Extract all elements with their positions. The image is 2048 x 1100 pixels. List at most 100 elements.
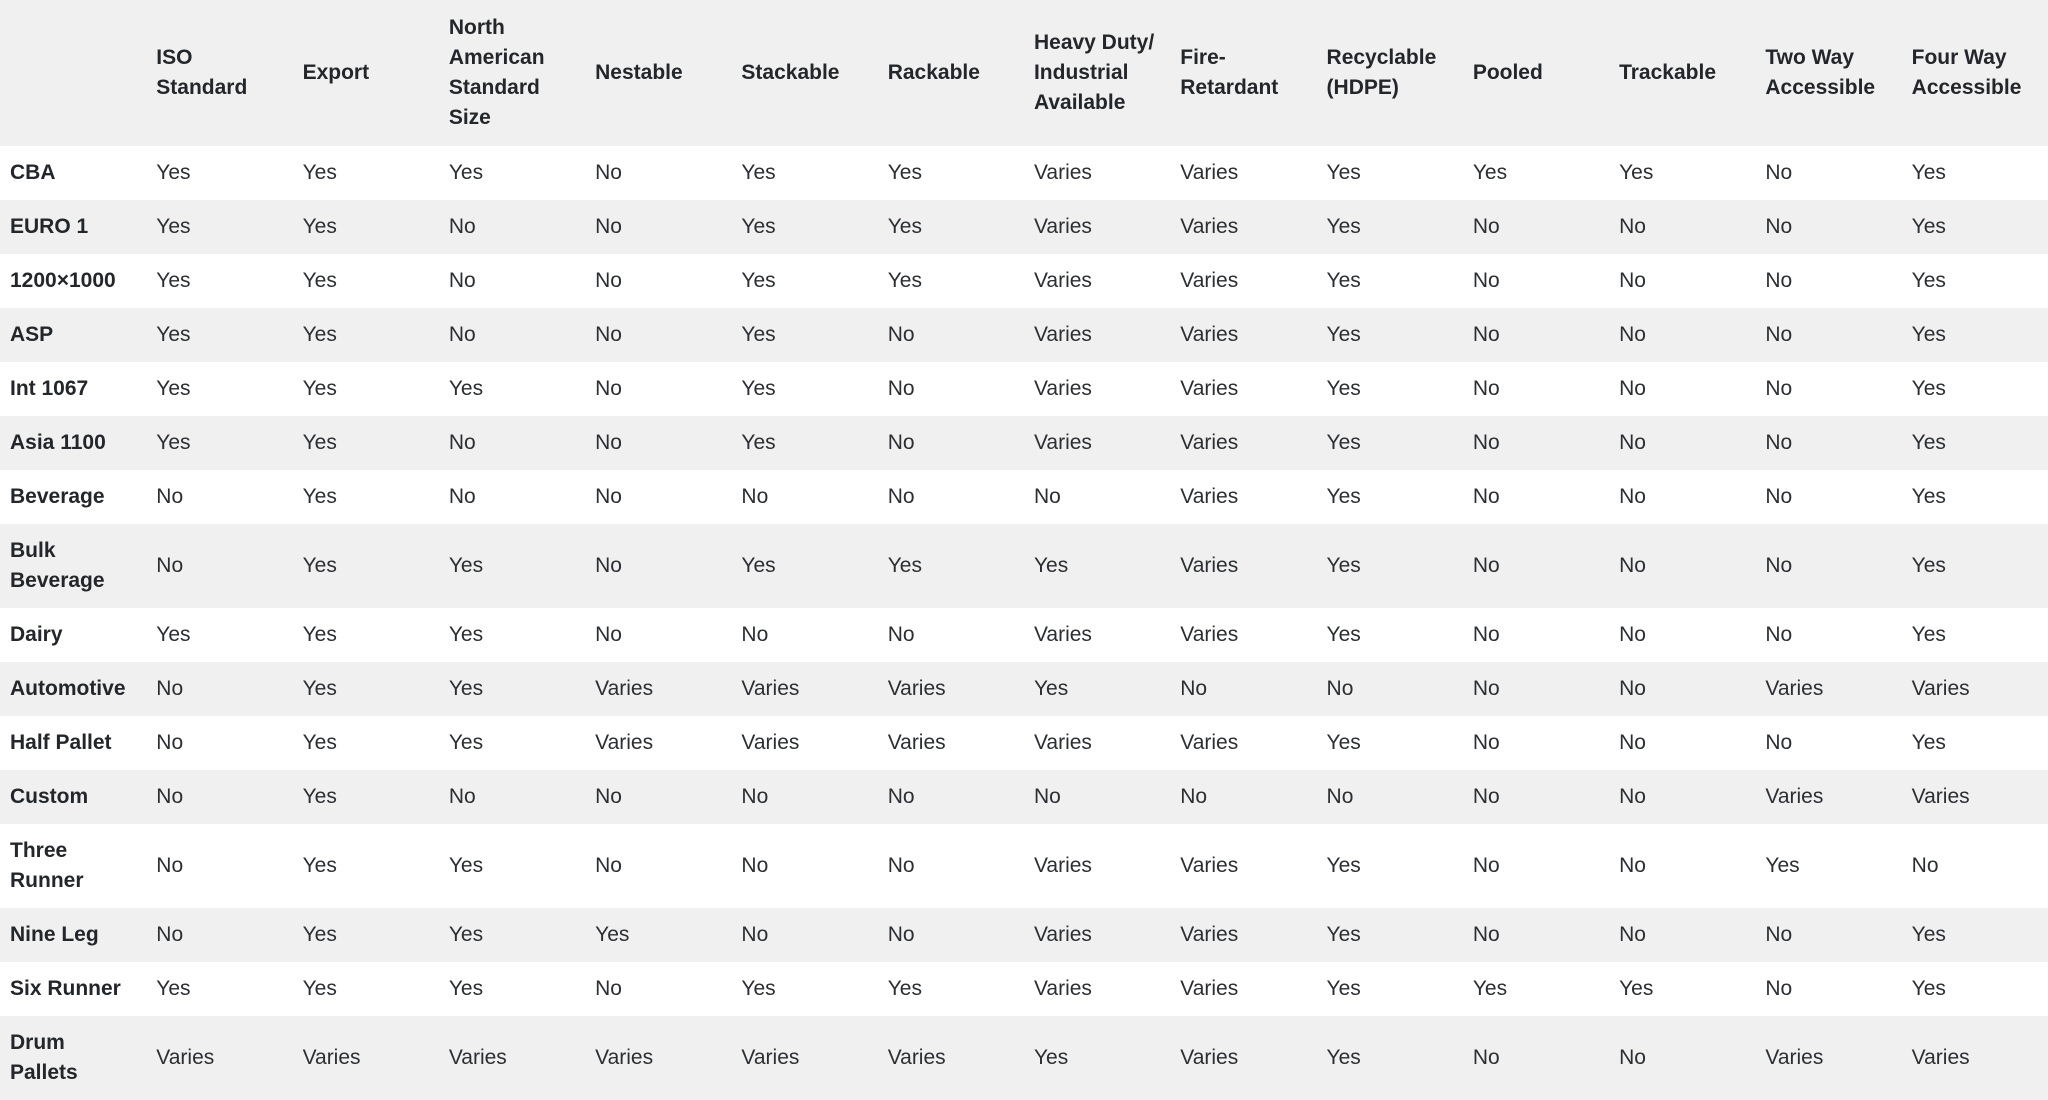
table-cell: No <box>1180 677 1208 700</box>
table-cell: No <box>595 554 622 577</box>
table-cell: Yes <box>887 977 922 1000</box>
row-header: Automotive <box>10 677 126 700</box>
table-cell: Varies <box>1180 554 1239 577</box>
table-cell: Varies <box>1911 677 1970 700</box>
table-cell: No <box>887 431 915 454</box>
row-header: Half Pallet <box>10 731 112 754</box>
column-header: Trackable <box>1619 61 1716 84</box>
table-cell: Yes <box>1911 977 1946 1000</box>
table-cell: Varies <box>1033 923 1092 946</box>
table-cell: Yes <box>1326 977 1361 1000</box>
table-cell: No <box>1765 323 1793 346</box>
table-cell: No <box>1619 731 1646 754</box>
table-cell: Varies <box>448 1046 507 1069</box>
table-cell: No <box>741 854 769 877</box>
table-cell: Varies <box>1180 731 1239 754</box>
table-cell: No <box>1619 323 1646 346</box>
table-cell: Yes <box>887 269 922 292</box>
table-cell: Yes <box>156 269 191 292</box>
column-header: ISO Standard <box>156 46 248 99</box>
table-cell: Varies <box>1765 785 1824 808</box>
table-cell: No <box>1033 785 1061 808</box>
header-row: ISO Standard Export North American Standar… <box>0 0 2048 146</box>
table-cell: No <box>1911 854 1939 877</box>
table-cell: Yes <box>448 377 484 400</box>
table-cell: No <box>1765 731 1793 754</box>
table-row: Int 1067 Yes Yes Yes No Yes No Varies Varies Yes N… <box>0 362 2048 416</box>
table-cell: Yes <box>1326 377 1361 400</box>
row-header: Asia 1100 <box>10 431 106 454</box>
table-cell: Yes <box>302 161 337 184</box>
row-header: Dairy <box>10 623 63 646</box>
table-cell: No <box>741 923 769 946</box>
table-cell: No <box>595 623 622 646</box>
table-cell: No <box>595 377 622 400</box>
table-cell: Yes <box>887 554 922 577</box>
table-cell: No <box>595 854 622 877</box>
table-cell: Yes <box>448 854 484 877</box>
table-row: Asia 1100 Yes Yes No No Yes No Varies Varies Yes N… <box>0 416 2048 470</box>
table-cell: Yes <box>741 215 776 238</box>
table-cell: Varies <box>1033 269 1092 292</box>
table-cell: Varies <box>1180 215 1239 238</box>
table-cell: No <box>1472 323 1500 346</box>
table-cell: Varies <box>1765 677 1824 700</box>
table-cell: Varies <box>1033 161 1092 184</box>
table-cell: Yes <box>1911 215 1946 238</box>
table-cell: Varies <box>1033 731 1092 754</box>
column-header: Four Way Accessible <box>1911 46 2022 99</box>
table-cell: No <box>156 554 184 577</box>
table-cell: Yes <box>156 431 191 454</box>
table-cell: Yes <box>302 923 337 946</box>
row-header: Nine Leg <box>10 923 99 946</box>
table-cell: Yes <box>1033 677 1069 700</box>
table-cell: Yes <box>1326 554 1361 577</box>
row-header: Bulk Beverage <box>10 539 105 592</box>
table-cell: No <box>1619 923 1646 946</box>
table-cell: Yes <box>1326 215 1361 238</box>
column-header: Two Way Accessible <box>1765 46 1876 99</box>
table-row: Nine Leg No Yes Yes Yes No No Varies Varies Yes No… <box>0 908 2048 962</box>
table-cell: Varies <box>1180 431 1239 454</box>
table-cell: Yes <box>1326 854 1361 877</box>
table-cell: Yes <box>1619 161 1654 184</box>
column-header: Export <box>302 61 370 84</box>
table-cell: Varies <box>741 677 800 700</box>
table-row: 1200×1000 Yes Yes No No Yes Yes Varies Varies Yes… <box>0 254 2048 308</box>
table-cell: No <box>595 785 622 808</box>
table-cell: Yes <box>448 623 484 646</box>
table-cell: Varies <box>1033 854 1092 877</box>
table-cell: No <box>1765 923 1793 946</box>
table-cell: Varies <box>1911 785 1970 808</box>
table-cell: No <box>1765 431 1793 454</box>
table-cell: Yes <box>1326 323 1361 346</box>
table-cell: No <box>1472 677 1500 700</box>
table-cell: No <box>1619 431 1646 454</box>
column-header: Stackable <box>741 61 840 84</box>
table-cell: Yes <box>302 485 337 508</box>
table-row: Half Pallet No Yes Yes Varies Varies Varies Var… <box>0 716 2048 770</box>
table-cell: No <box>448 269 476 292</box>
table-cell: Yes <box>302 731 337 754</box>
table-cell: No <box>595 485 622 508</box>
table-cell: Yes <box>741 269 776 292</box>
table-cell: Yes <box>1911 923 1946 946</box>
table-cell: No <box>595 269 622 292</box>
column-header: Pooled <box>1472 61 1543 84</box>
table-cell: Varies <box>1180 977 1239 1000</box>
column-header: Fire-Retardant <box>1180 46 1279 99</box>
table-cell: No <box>156 923 184 946</box>
table-cell: Yes <box>1326 485 1361 508</box>
table-cell: Varies <box>1180 323 1239 346</box>
table-cell: Yes <box>1326 1046 1361 1069</box>
table-cell: No <box>887 323 915 346</box>
table-row: Three Runner No Yes Yes No No No Varies Varies Ye… <box>0 824 2048 908</box>
table-cell: Varies <box>741 731 800 754</box>
row-header: Int 1067 <box>10 377 89 400</box>
table-cell: No <box>1765 161 1793 184</box>
table-row: Automotive No Yes Yes Varies Varies Varies Yes N… <box>0 662 2048 716</box>
table-cell: Yes <box>448 554 484 577</box>
table-cell: Yes <box>1911 731 1946 754</box>
table-row: Six Runner Yes Yes Yes No Yes Yes Varies Varies Y… <box>0 962 2048 1016</box>
